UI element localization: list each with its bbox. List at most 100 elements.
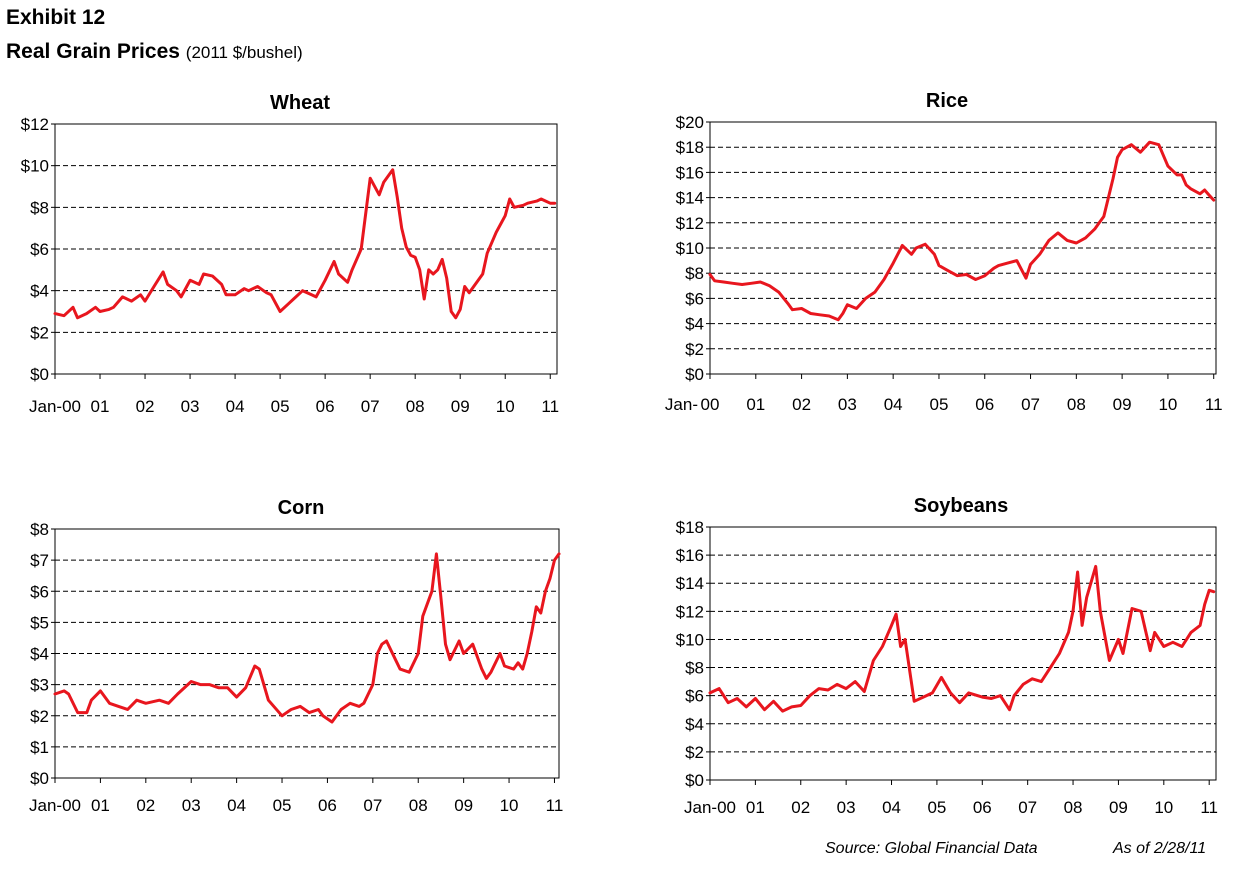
plot-frame-corn: [54, 528, 560, 779]
x-tick-label-rice: 09: [1113, 395, 1132, 414]
y-tick-label-corn: $6: [30, 582, 49, 601]
x-tick-label-wheat: 04: [226, 397, 245, 416]
y-tick-label-corn: $1: [30, 738, 49, 757]
x-tick-label-wheat: 08: [406, 397, 425, 416]
series-line-corn: [53, 552, 561, 724]
chart-title-corn: Corn: [278, 497, 325, 519]
x-tick-label-rice: 05: [929, 395, 948, 414]
x-tick-label-wheat: 02: [136, 397, 155, 416]
x-tick-label-corn: 03: [182, 796, 201, 815]
y-tick-label-corn: $5: [30, 613, 49, 632]
y-tick-label-rice: $0: [685, 365, 704, 384]
y-tick-label-corn: $3: [30, 676, 49, 695]
x-tick-label-corn: 11: [546, 796, 564, 815]
x-tick-label-rice: 07: [1021, 395, 1040, 414]
y-tick-label-corn: $8: [30, 520, 49, 539]
x-tick-label-wheat: 11: [541, 397, 559, 416]
chart-title-soybeans: Soybeans: [914, 495, 1008, 517]
x-tick-label-soybeans: 01: [746, 798, 765, 817]
y-tick-label-wheat: $10: [21, 157, 49, 176]
y-tick-label-wheat: $6: [30, 240, 49, 259]
x-tick-label-soybeans: 11: [1200, 798, 1218, 817]
x-tick-label-soybeans: 03: [837, 798, 856, 817]
y-tick-label-wheat: $12: [21, 115, 49, 134]
x-tick-label-rice: 08: [1067, 395, 1086, 414]
title-text: Real Grain Prices: [6, 40, 180, 63]
page-title: Real Grain Prices (2011 $/bushel): [6, 40, 303, 64]
y-tick-label-soybeans: $10: [676, 630, 704, 649]
plot-frame-soybeans: [709, 526, 1217, 781]
y-tick-label-rice: $16: [676, 163, 704, 182]
x-tick-label-soybeans: 08: [1064, 798, 1083, 817]
x-tick-label-corn: 02: [136, 796, 155, 815]
x-tick-label-soybeans: 09: [1109, 798, 1128, 817]
x-tick-label-soybeans: 07: [1018, 798, 1037, 817]
x-tick-label-rice: 11: [1205, 395, 1223, 414]
y-tick-label-wheat: $2: [30, 323, 49, 342]
y-tick-label-wheat: $8: [30, 198, 49, 217]
y-tick-label-rice: $12: [676, 214, 704, 233]
source-note: Source: Global Financial Data: [825, 840, 1038, 857]
x-tick-label-soybeans: 10: [1154, 798, 1173, 817]
x-tick-label-wheat: 10: [496, 397, 515, 416]
x-tick-label-rice: 02: [792, 395, 811, 414]
y-tick-label-rice: $14: [676, 189, 704, 208]
x-tick-label-wheat: 03: [181, 397, 200, 416]
x-tick-label-soybeans: Jan-00: [684, 798, 736, 817]
units-text: (2011 $/bushel): [185, 43, 303, 62]
x-tick-label-corn: 07: [363, 796, 382, 815]
x-tick-label-corn: Jan-00: [29, 796, 81, 815]
x-prefix-label-rice: Jan-: [665, 395, 698, 414]
y-tick-label-corn: $4: [30, 645, 49, 664]
y-tick-label-rice: $4: [685, 315, 704, 334]
x-tick-label-corn: 10: [500, 796, 519, 815]
y-tick-label-wheat: $4: [30, 282, 49, 301]
x-tick-label-wheat: 07: [361, 397, 380, 416]
x-tick-label-soybeans: 04: [882, 798, 901, 817]
chart-title-rice: Rice: [926, 90, 968, 112]
y-tick-label-soybeans: $8: [685, 659, 704, 678]
y-tick-label-soybeans: $16: [676, 546, 704, 565]
y-tick-label-corn: $2: [30, 707, 49, 726]
x-tick-label-rice: 10: [1158, 395, 1177, 414]
y-tick-label-rice: $6: [685, 289, 704, 308]
x-tick-label-rice: 00: [701, 395, 720, 414]
chart-title-wheat: Wheat: [270, 92, 330, 114]
plot-frame-wheat: [54, 123, 558, 375]
x-tick-label-soybeans: 06: [973, 798, 992, 817]
y-tick-label-soybeans: $6: [685, 687, 704, 706]
x-tick-label-corn: 05: [273, 796, 292, 815]
x-tick-label-wheat: 09: [451, 397, 470, 416]
y-tick-label-soybeans: $2: [685, 743, 704, 762]
x-tick-label-wheat: 05: [271, 397, 290, 416]
y-tick-label-soybeans: $4: [685, 715, 704, 734]
x-tick-label-soybeans: 02: [791, 798, 810, 817]
x-tick-label-wheat: 01: [91, 397, 110, 416]
y-tick-label-soybeans: $14: [676, 574, 704, 593]
x-tick-label-wheat: 06: [316, 397, 335, 416]
y-tick-label-rice: $18: [676, 138, 704, 157]
y-tick-label-rice: $2: [685, 340, 704, 359]
x-tick-label-wheat: Jan-00: [29, 397, 81, 416]
x-tick-label-rice: 03: [838, 395, 857, 414]
y-tick-label-corn: $0: [30, 769, 49, 788]
x-tick-label-corn: 01: [91, 796, 110, 815]
x-tick-label-rice: 06: [975, 395, 994, 414]
plot-frame-rice: [709, 121, 1217, 375]
series-line-soybeans: [708, 564, 1216, 713]
as-of-note: As of 2/28/11: [1113, 840, 1207, 857]
y-tick-label-rice: $8: [685, 264, 704, 283]
y-tick-label-wheat: $0: [30, 365, 49, 384]
series-line-rice: [708, 140, 1216, 322]
exhibit-label: Exhibit 12: [6, 6, 106, 29]
x-tick-label-rice: 01: [746, 395, 765, 414]
x-tick-label-rice: 04: [884, 395, 903, 414]
y-tick-label-corn: $7: [30, 551, 49, 570]
x-tick-label-corn: 08: [409, 796, 428, 815]
y-tick-label-soybeans: $18: [676, 518, 704, 537]
x-tick-label-corn: 06: [318, 796, 337, 815]
y-tick-label-soybeans: $12: [676, 602, 704, 621]
y-tick-label-soybeans: $0: [685, 771, 704, 790]
x-tick-label-corn: 09: [454, 796, 473, 815]
